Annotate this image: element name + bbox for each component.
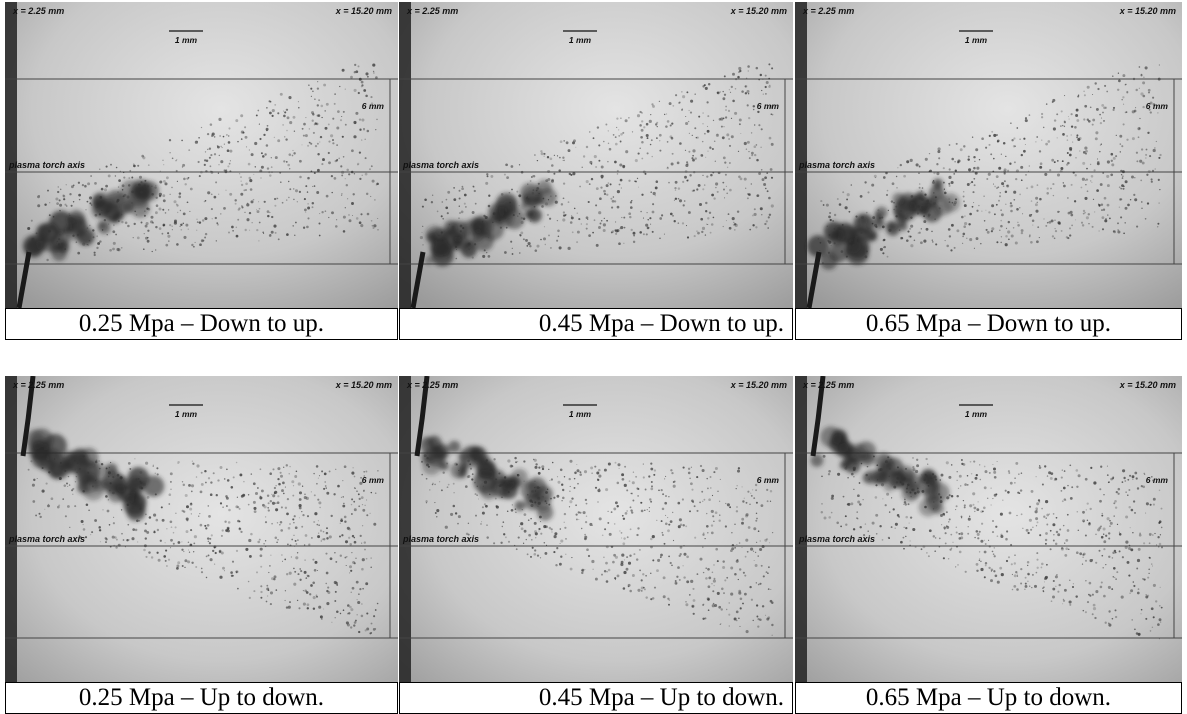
panel-caption: 0.45 Mpa – Down to up.	[399, 308, 793, 340]
panel-caption: 0.65 Mpa – Up to down.	[795, 682, 1182, 714]
x-end-label: x = 15.20 mm	[1119, 6, 1176, 16]
particle-cloud	[410, 63, 774, 308]
particle-cloud	[414, 376, 774, 637]
x-end-label: x = 15.20 mm	[730, 380, 787, 390]
x-end-label: x = 15.20 mm	[1119, 380, 1176, 390]
scale-bar-label: 1 mm	[569, 409, 592, 419]
spray-photo-p4: x = 2.25 mm x = 15.20 mm 1 mm 6 mm plasma to…	[5, 376, 398, 682]
panel-caption: 0.25 Mpa – Down to up.	[5, 308, 398, 340]
x-start-label: x = 2.25 mm	[406, 6, 458, 16]
height-label: 6 mm	[757, 475, 780, 485]
scale-bar-label: 1 mm	[175, 409, 198, 419]
torch-axis-label: plasma torch axis	[8, 160, 85, 170]
height-label: 6 mm	[757, 101, 780, 111]
injector-stream	[414, 376, 430, 457]
x-start-label: x = 2.25 mm	[12, 6, 64, 16]
spray-photo-p6: x = 2.25 mm x = 15.20 mm 1 mm 6 mm plasma to…	[795, 376, 1182, 682]
torch-axis-label: plasma torch axis	[798, 160, 875, 170]
x-start-label: x = 2.25 mm	[802, 380, 854, 390]
spray-photo-p2: x = 2.25 mm x = 15.20 mm 1 mm 6 mm plasma to…	[399, 2, 793, 308]
injector-stream	[20, 376, 36, 457]
height-label: 6 mm	[1146, 101, 1169, 111]
particle-cloud	[16, 63, 379, 308]
x-start-label: x = 2.25 mm	[802, 6, 854, 16]
x-start-label: x = 2.25 mm	[12, 380, 64, 390]
x-start-label: x = 2.25 mm	[406, 380, 458, 390]
scale-bar-label: 1 mm	[965, 35, 988, 45]
torch-axis-label: plasma torch axis	[798, 534, 875, 544]
scale-bar-label: 1 mm	[965, 409, 988, 419]
x-end-label: x = 15.20 mm	[335, 380, 392, 390]
height-label: 6 mm	[362, 101, 385, 111]
injector-stream	[806, 251, 822, 308]
panel-caption: 0.45 Mpa – Up to down.	[399, 682, 793, 714]
scale-bar-label: 1 mm	[175, 35, 198, 45]
x-end-label: x = 15.20 mm	[730, 6, 787, 16]
particle-cloud	[806, 64, 1162, 308]
torch-axis-label: plasma torch axis	[8, 534, 85, 544]
scale-bar-label: 1 mm	[569, 35, 592, 45]
injector-stream	[16, 251, 32, 308]
panel-caption: 0.65 Mpa – Down to up.	[795, 308, 1182, 340]
injector-stream	[810, 376, 826, 457]
panel-caption: 0.25 Mpa – Up to down.	[5, 682, 398, 714]
spray-photo-p3: x = 2.25 mm x = 15.20 mm 1 mm 6 mm plasma to…	[795, 2, 1182, 308]
particle-cloud	[810, 376, 1163, 640]
torch-axis-label: plasma torch axis	[402, 534, 479, 544]
injector-stream	[410, 251, 426, 308]
height-label: 6 mm	[1146, 475, 1169, 485]
spray-photo-p1: x = 2.25 mm x = 15.20 mm 1 mm 6 mm plasma to…	[5, 2, 398, 308]
torch-axis-label: plasma torch axis	[402, 160, 479, 170]
spray-photo-p5: x = 2.25 mm x = 15.20 mm 1 mm 6 mm plasma to…	[399, 376, 793, 682]
particle-cloud	[20, 376, 379, 635]
height-label: 6 mm	[362, 475, 385, 485]
x-end-label: x = 15.20 mm	[335, 6, 392, 16]
